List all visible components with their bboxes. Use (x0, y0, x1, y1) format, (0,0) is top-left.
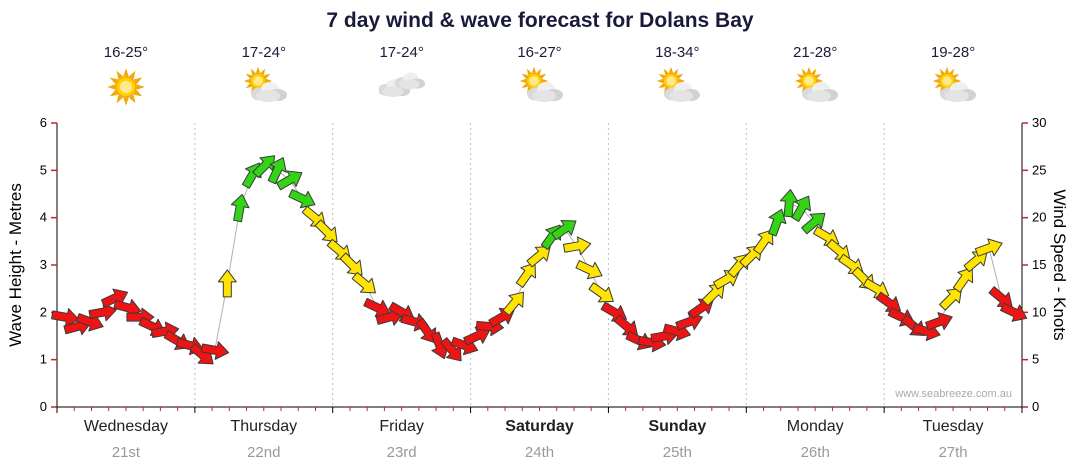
wind-arrow (51, 308, 80, 327)
weather-icon-box (204, 66, 324, 115)
right-axis-label: Wind Speed - Knots (1050, 189, 1069, 341)
wind-arrow (288, 189, 316, 209)
day-name: Saturday (505, 418, 574, 435)
weather-icon-box (480, 66, 600, 115)
wind-arrow (88, 302, 117, 322)
wind-arrow (515, 262, 537, 288)
day-date: 22nd (247, 444, 281, 461)
temperature-range: 19-28° (930, 44, 976, 61)
sunny-icon (107, 68, 145, 106)
wind-arrow (952, 267, 974, 293)
wind-arrow (588, 282, 614, 303)
chart-title: 7 day wind & wave forecast for Dolans Ba… (326, 9, 754, 32)
weather-icon-box (617, 66, 737, 115)
wind-arrow (1000, 302, 1028, 322)
right-axis-tick-label: 30 (1032, 115, 1046, 130)
sun-cloud-icon (243, 66, 287, 102)
temperature-range: 17-24° (241, 44, 286, 61)
day-date: 24th (524, 444, 555, 461)
left-axis-tick-label: 4 (40, 210, 47, 225)
wind-arrow (339, 252, 363, 276)
wind-arrow (925, 312, 953, 331)
day-name: Tuesday (922, 418, 984, 435)
temperature-range: 21-28° (793, 44, 838, 61)
day-name: Sunday (648, 418, 707, 435)
day-date: 26th (800, 444, 830, 461)
left-axis-tick-label: 3 (40, 257, 47, 272)
day-date: 27th (938, 444, 968, 461)
sun-cloud-icon (519, 66, 563, 102)
wind-arrow (791, 195, 811, 222)
right-axis-tick-label: 15 (1032, 257, 1046, 272)
weather-icon-box (893, 66, 1013, 115)
wind-arrow (217, 269, 237, 298)
temperature-range: 17-24° (379, 44, 424, 61)
left-axis-tick-label: 2 (40, 304, 47, 319)
temperature-range: 16-27° (517, 44, 562, 61)
wind-arrow (200, 341, 230, 360)
weather-icon-box (342, 66, 462, 115)
wind-arrow (230, 193, 250, 223)
wind-arrow (753, 229, 774, 255)
left-axis-tick-label: 0 (40, 399, 47, 414)
temperature-range: 16-25° (103, 44, 149, 61)
left-axis-label: Wave Height - Metres (6, 183, 25, 347)
watermark: www.seabreeze.com.au (895, 388, 1012, 400)
wind-arrow (575, 260, 603, 280)
temperature-range: 18-34° (655, 44, 700, 61)
sun-cloud-icon (657, 66, 701, 102)
day-name: Thursday (230, 418, 298, 435)
wind-arrow (801, 212, 826, 235)
right-axis-tick-label: 25 (1032, 162, 1046, 177)
wind-arrow (563, 236, 592, 256)
weather-icon-box (66, 66, 186, 115)
wind-arrow (551, 219, 577, 241)
right-axis-tick-label: 20 (1032, 210, 1046, 225)
day-name: Wednesday (83, 418, 169, 435)
sun-cloud-icon (932, 66, 977, 102)
wind-arrow (974, 238, 1003, 257)
wind-arrow (267, 157, 287, 185)
wind-arrow (276, 170, 303, 191)
day-name: Monday (786, 418, 844, 435)
wind-arrow (351, 271, 376, 294)
day-date: 21st (111, 444, 141, 461)
right-axis-tick-label: 10 (1032, 304, 1046, 319)
left-axis-tick-label: 6 (40, 115, 47, 130)
wind-arrow (963, 250, 988, 273)
day-date: 23rd (386, 444, 417, 461)
sun-cloud-icon (794, 66, 839, 102)
wind-arrow (526, 246, 551, 268)
weather-icon-box (755, 66, 875, 115)
right-axis-tick-label: 5 (1032, 352, 1039, 367)
wind-arrow (440, 337, 462, 362)
left-axis-tick-label: 1 (40, 352, 47, 367)
wind-arrow (939, 287, 962, 311)
wind-arrow (779, 189, 799, 218)
left-axis-tick-label: 5 (40, 162, 47, 177)
wind-arrow (502, 291, 524, 316)
day-name: Friday (379, 418, 424, 435)
wind-arrow (463, 326, 491, 346)
day-date: 25th (662, 444, 692, 461)
right-axis-tick-label: 0 (1032, 399, 1039, 414)
wind-arrow (415, 317, 437, 344)
wind-arrow (314, 219, 338, 243)
cloudy-icon (377, 72, 425, 97)
